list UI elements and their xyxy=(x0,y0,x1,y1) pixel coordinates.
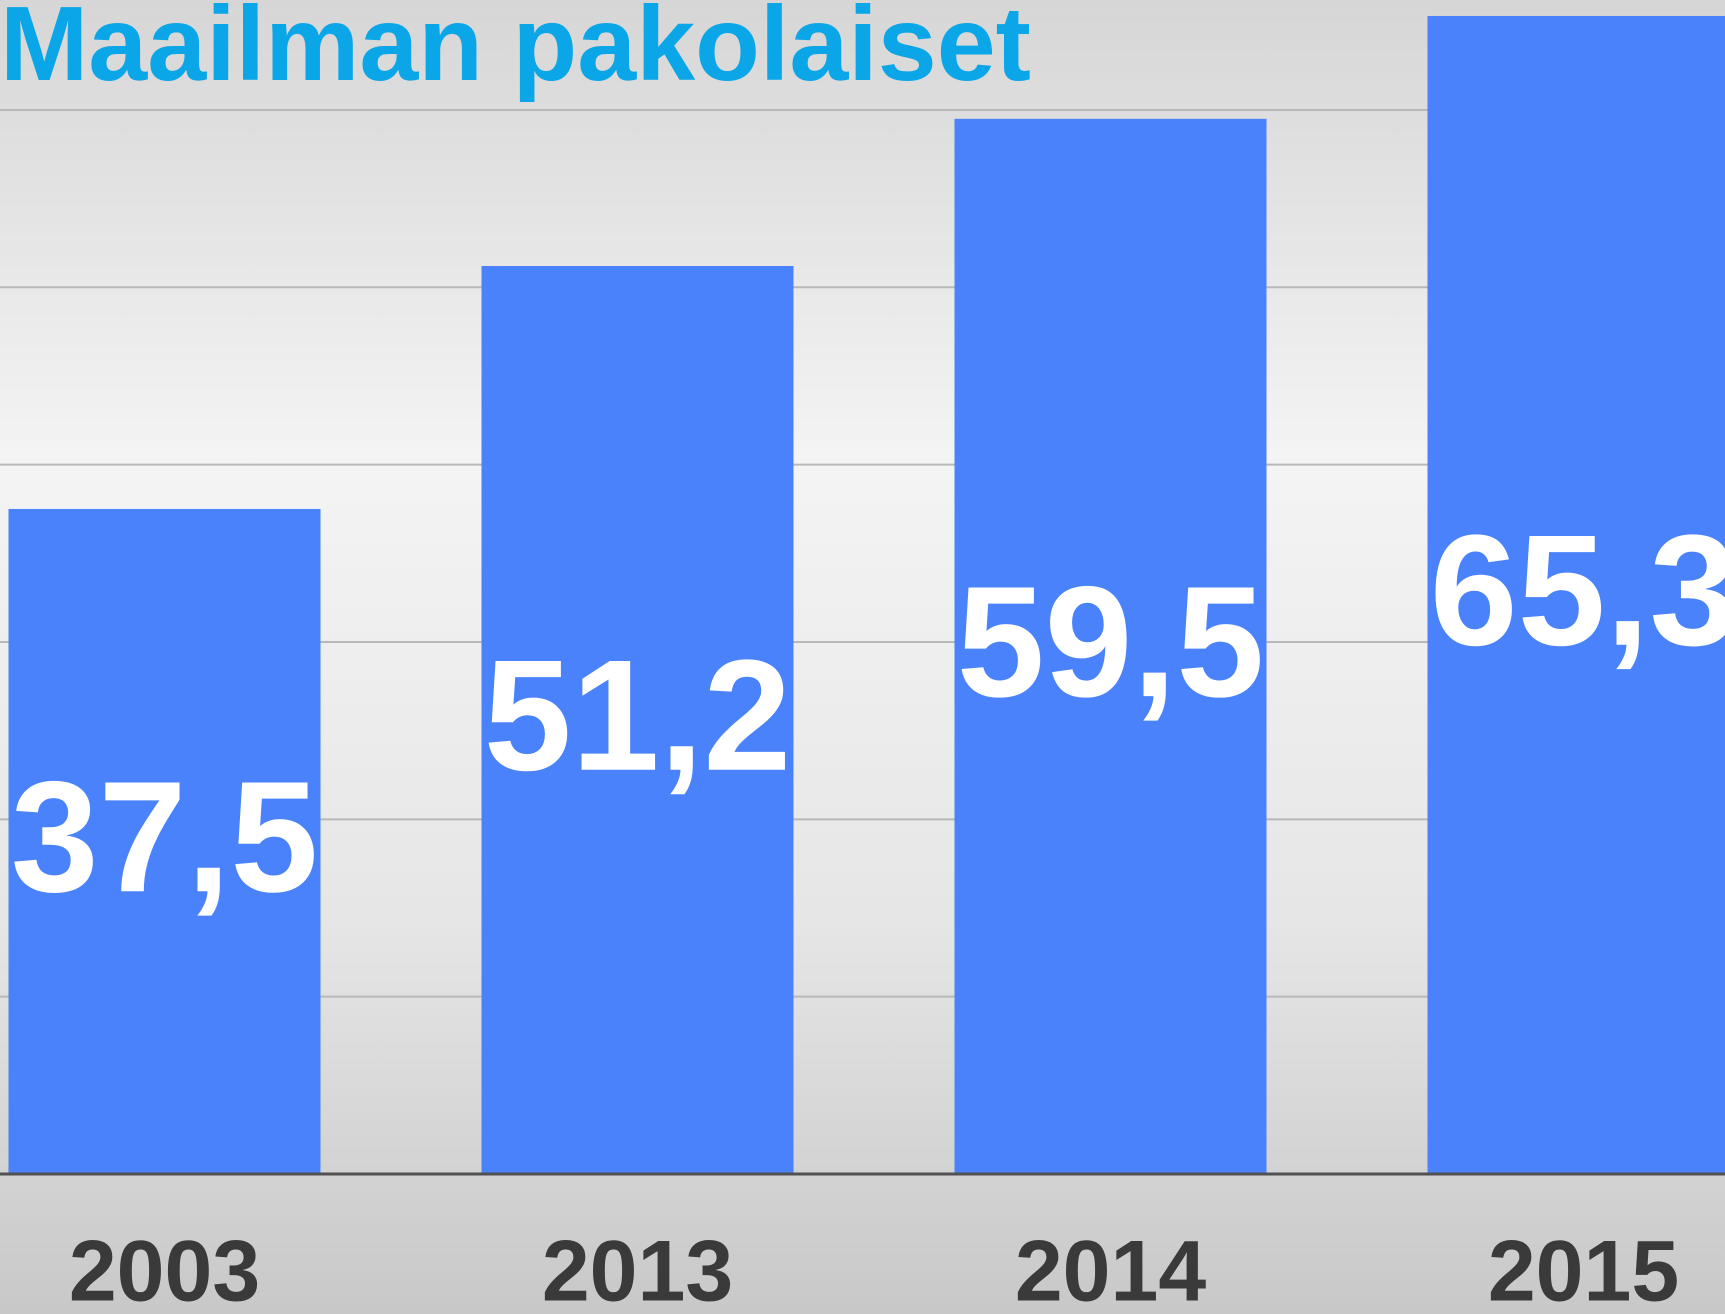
x-tick-label: 2015 xyxy=(1488,1224,1679,1314)
value-label: 37,5 xyxy=(11,749,319,925)
x-tick-label: 2003 xyxy=(69,1224,260,1314)
bar xyxy=(481,266,794,1174)
bar xyxy=(1427,15,1725,1175)
value-label: 59,5 xyxy=(957,554,1265,730)
bar xyxy=(8,508,321,1174)
bar xyxy=(954,118,1267,1175)
value-label: 51,2 xyxy=(484,628,792,804)
chart-title: Maailman pakolaiset xyxy=(0,0,1031,103)
value-label: 65,3 xyxy=(1430,503,1725,679)
x-tick-label: 2014 xyxy=(1015,1224,1206,1314)
x-tick-label: 2013 xyxy=(542,1224,733,1314)
bars: 37,5 51,2 59,5 65,3 xyxy=(8,15,1725,1175)
